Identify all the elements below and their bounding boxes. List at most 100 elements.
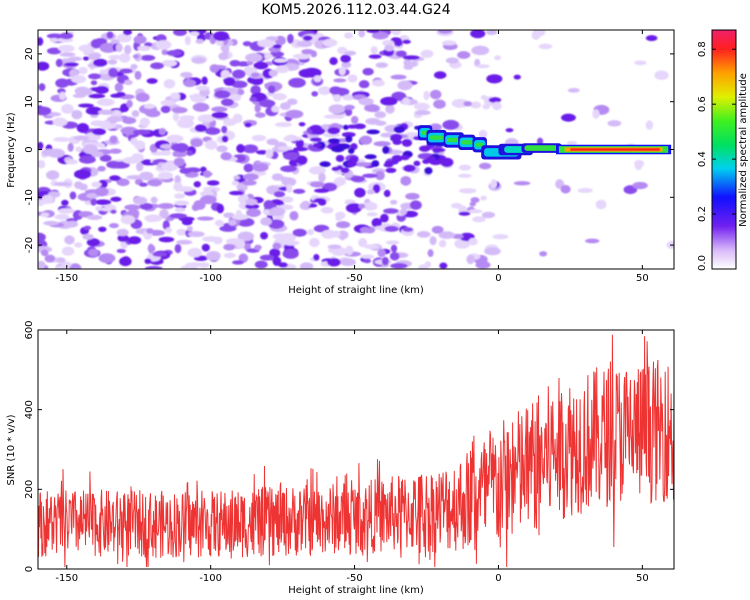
heatmap-cell [472,216,486,223]
heatmap-cell [106,31,114,39]
heatmap-cell [244,122,252,128]
heatmap-cell [214,219,225,227]
heatmap-cell [131,110,140,118]
heatmap-cell [245,198,258,206]
heatmap-cell [242,144,259,154]
heatmap-cell [204,140,218,150]
heatmap-cell [454,238,471,249]
heatmap-cell [283,152,301,161]
heatmap-cell [116,248,127,254]
heatmap-cell [645,35,658,42]
heatmap-cell [319,161,331,168]
heatmap-cell [76,122,89,133]
heatmap-cell [55,265,67,269]
heatmap-cell [91,181,102,188]
heatmap-cell [279,102,291,111]
heatmap-cell [318,86,332,96]
heatmap-cell [94,187,109,197]
heatmap-cell [277,146,293,151]
heatmap-cell [409,200,422,210]
heatmap-cell [124,44,132,55]
heatmap-cell [88,73,101,80]
heatmap-cell [283,240,300,246]
heatmap-cell [158,202,174,210]
heatmap-cell [254,260,268,269]
heatmap-cell [309,124,322,132]
heatmap-cell [264,53,273,60]
heatmap-cell [161,59,178,67]
heatmap-cell [117,234,129,242]
x-tick-label: -50 [346,273,362,284]
heatmap-cell [100,207,114,212]
heatmap-cell [268,69,278,77]
heatmap-cell [283,135,298,142]
heatmap-cell [318,172,326,183]
y-tick-label: 0 [24,146,35,152]
heatmap-cell [166,134,184,143]
heatmap-cell [273,58,288,63]
heatmap-cell [242,41,252,47]
heatmap-cell [313,75,322,83]
y-tick-label: 400 [24,400,35,419]
heatmap-cell [211,106,228,113]
heatmap-cell [54,213,70,220]
heatmap-cell [329,57,338,66]
heatmap-cell [339,258,357,266]
heatmap-cell [231,180,240,186]
heatmap-cell [463,101,472,107]
heatmap-cell [254,244,262,251]
heatmap-cell [365,118,381,125]
heatmap-cell [99,154,112,162]
colorbar-label: Normalized spectral amplitude [738,73,749,227]
heatmap-cell [214,90,231,99]
heatmap-cell [121,256,131,266]
heatmap-cell [395,50,407,58]
heatmap-cell [82,144,98,155]
heatmap-cell [634,159,645,168]
heatmap-cell [120,214,136,225]
colorbar-tick-label: 0.0 [697,255,708,271]
heatmap-cell [170,92,181,100]
heatmap-cell [64,235,75,245]
heatmap-cell [362,173,378,178]
heatmap-cell [220,69,231,79]
heatmap-cell [364,154,377,160]
heatmap-cell [38,37,44,46]
heatmap-cell [306,229,315,236]
heatmap-cell [296,40,313,48]
heatmap-cell [395,37,403,47]
heatmap-cell [371,217,382,228]
heatmap-cell [165,227,172,234]
heatmap-cell [360,254,375,259]
heatmap-cell [97,142,106,149]
heatmap-x-label: Height of straight line (km) [288,285,424,296]
heatmap-cell [160,99,177,106]
colorbar-tick-label: 0.2 [697,206,708,222]
heatmap-cell [246,208,261,218]
snr-x-ticks: -150 -100 -50 0 50 [55,330,649,584]
heatmap-cell [127,236,142,245]
heatmap-cell [358,203,366,210]
heatmap-cell [577,187,593,193]
heatmap-cell [366,30,380,34]
heatmap-cell [391,154,403,163]
heatmap-cell [268,207,286,217]
y-tick-label: 600 [24,320,35,339]
heatmap-cell [163,78,176,89]
heatmap-cell [231,214,249,220]
heatmap-cell [333,147,343,153]
heatmap-cell [124,79,133,86]
heatmap-cell [187,231,205,238]
heatmap-cell [375,170,385,181]
heatmap-cell [189,31,200,37]
heatmap-cell [322,38,338,47]
heatmap-cell [260,217,272,226]
heatmap-cell [458,173,472,178]
heatmap-cell [147,179,163,187]
heatmap-cell [96,98,115,106]
heatmap-cell [63,62,79,67]
heatmap-cell [183,79,196,88]
heatmap-cell [350,175,365,183]
heatmap-cell [179,115,195,121]
heatmap-cell [176,239,193,245]
